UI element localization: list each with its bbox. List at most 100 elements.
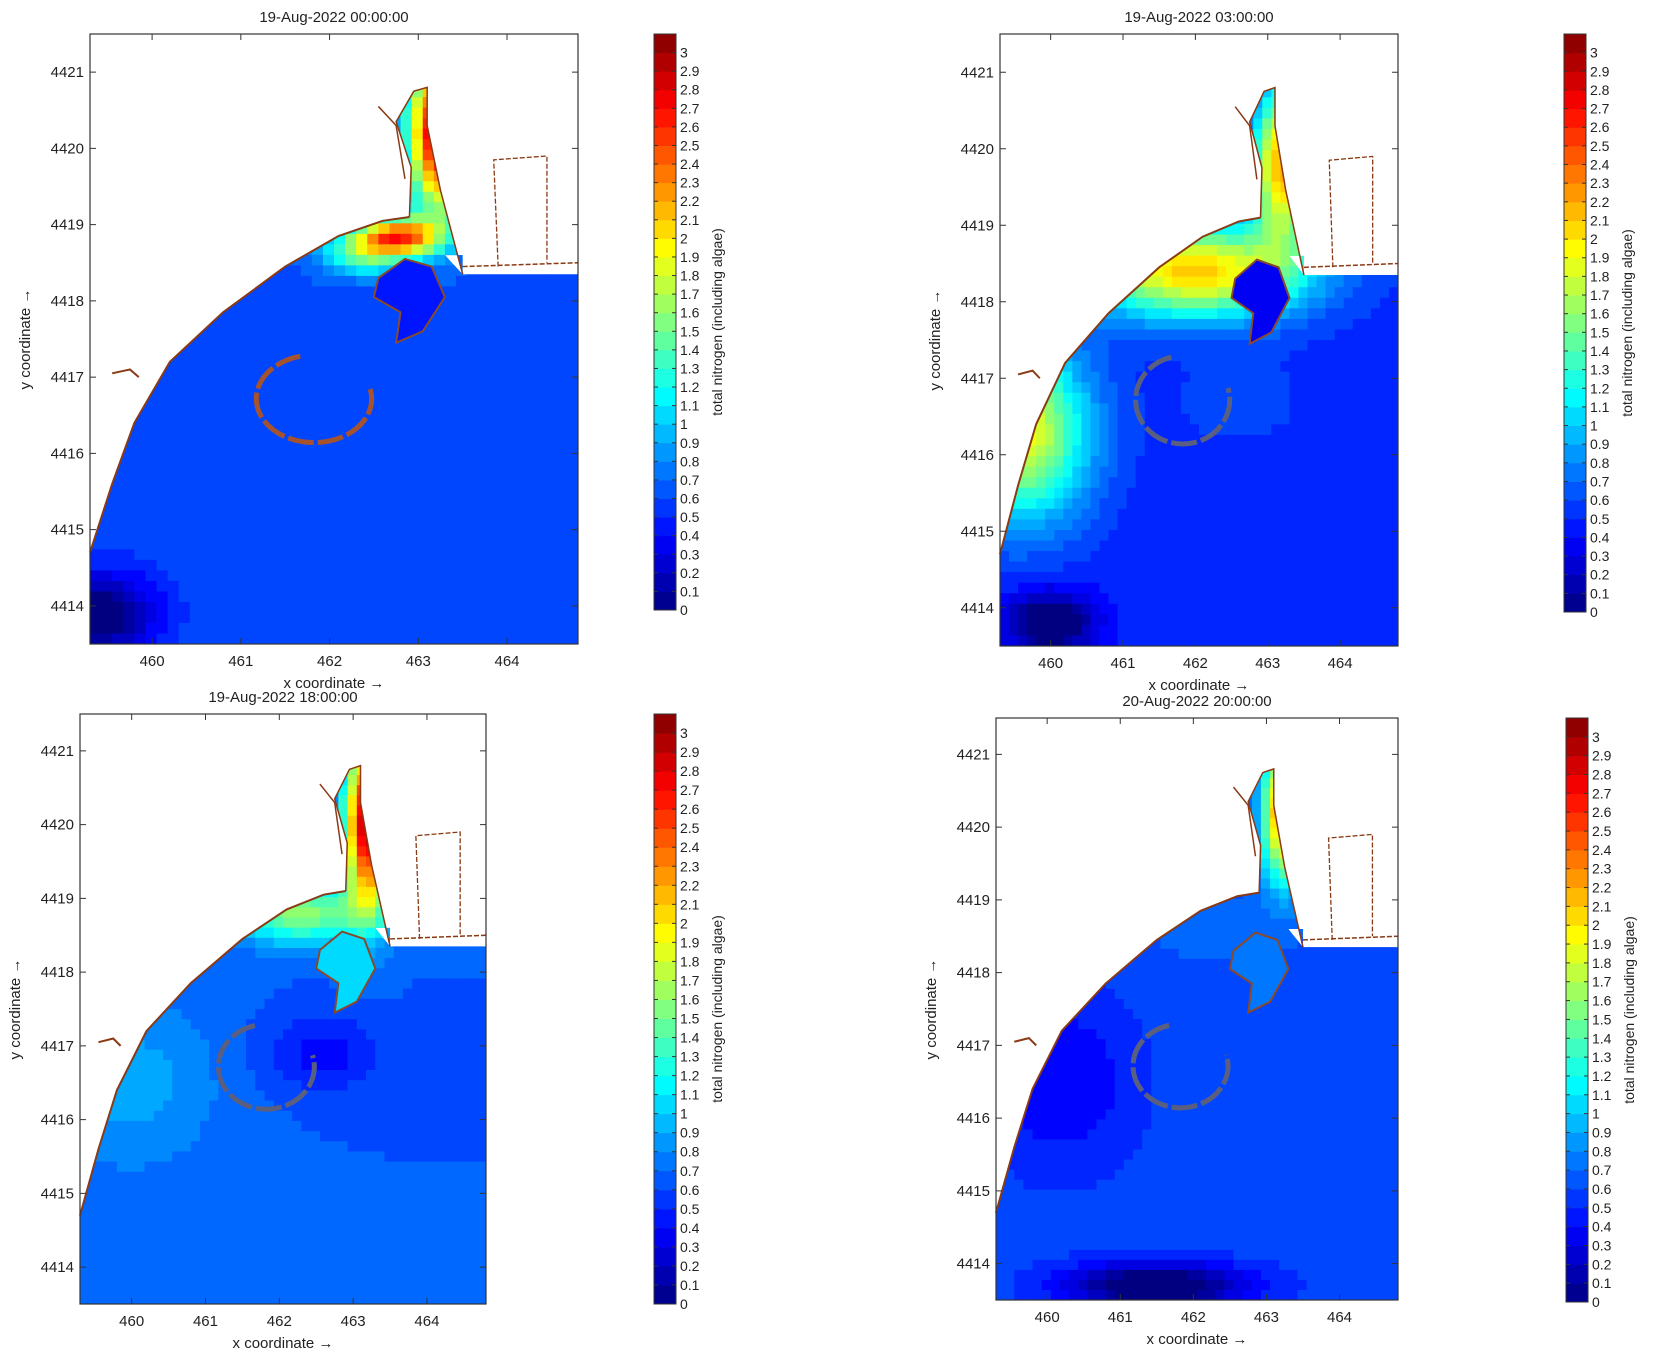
field-cell bbox=[345, 108, 357, 119]
field-cell bbox=[356, 286, 368, 297]
field-cell bbox=[1299, 66, 1309, 77]
field-cell bbox=[1154, 467, 1164, 478]
field-cell bbox=[1109, 424, 1119, 435]
field-cell bbox=[456, 623, 468, 634]
field-cell bbox=[290, 328, 302, 339]
field-cell bbox=[445, 108, 457, 119]
field-cell bbox=[145, 108, 157, 119]
field-cell bbox=[1000, 319, 1010, 330]
field-cell bbox=[1090, 203, 1100, 214]
field-cell bbox=[1072, 45, 1082, 56]
field-cell bbox=[1054, 298, 1064, 309]
field-cell bbox=[445, 181, 457, 192]
field-cell bbox=[179, 497, 191, 508]
field-cell bbox=[290, 213, 302, 224]
field-cell bbox=[1335, 224, 1345, 235]
field-cell bbox=[534, 234, 546, 245]
field-cell bbox=[500, 476, 512, 487]
field-cell bbox=[256, 213, 268, 224]
field-cell bbox=[1154, 308, 1164, 319]
field-cell bbox=[1271, 498, 1281, 509]
field-cell bbox=[312, 129, 324, 140]
colorbar-tick-label: 1.4 bbox=[680, 342, 700, 358]
field-cell bbox=[1163, 583, 1173, 594]
field-cell bbox=[445, 402, 457, 413]
field-cell bbox=[157, 244, 169, 255]
panel-title: 19-Aug-2022 00:00:00 bbox=[259, 9, 408, 26]
field-cell bbox=[1127, 245, 1137, 256]
field-cell bbox=[401, 360, 413, 371]
field-cell bbox=[168, 34, 180, 45]
field-cell bbox=[1317, 76, 1327, 87]
field-cell bbox=[201, 528, 213, 539]
field-cell bbox=[367, 34, 379, 45]
field-cell bbox=[1054, 519, 1064, 530]
field-cell bbox=[1127, 161, 1137, 172]
field-cell bbox=[1181, 414, 1191, 425]
field-cell bbox=[290, 97, 302, 108]
field-cell bbox=[1154, 593, 1164, 604]
field-cell bbox=[378, 234, 390, 245]
field-cell bbox=[1090, 593, 1100, 604]
field-cell bbox=[412, 476, 424, 487]
field-cell bbox=[345, 181, 357, 192]
field-cell bbox=[301, 234, 313, 245]
field-cell bbox=[134, 539, 146, 550]
field-cell bbox=[1027, 456, 1037, 467]
field-cell bbox=[1000, 583, 1010, 594]
field-cell bbox=[1054, 277, 1064, 288]
field-cell bbox=[190, 129, 202, 140]
field-cell bbox=[478, 413, 490, 424]
field-cell bbox=[256, 55, 268, 66]
field-cell bbox=[1000, 161, 1010, 172]
field-cell bbox=[1109, 382, 1119, 393]
field-cell bbox=[489, 234, 501, 245]
field-cell bbox=[1154, 340, 1164, 351]
field-cell bbox=[212, 297, 224, 308]
field-cell bbox=[1000, 76, 1010, 87]
field-cell bbox=[1027, 192, 1037, 203]
field-cell bbox=[1271, 45, 1281, 56]
field-cell bbox=[1262, 351, 1272, 362]
field-cell bbox=[101, 118, 113, 129]
field-cell bbox=[489, 423, 501, 434]
field-cell bbox=[212, 318, 224, 329]
field-cell bbox=[511, 76, 523, 87]
field-cell bbox=[467, 570, 479, 581]
field-cell bbox=[500, 518, 512, 529]
field-cell bbox=[1018, 583, 1028, 594]
field-cell bbox=[456, 581, 468, 592]
field-cell bbox=[1063, 266, 1073, 277]
field-cell bbox=[1100, 203, 1110, 214]
field-cell bbox=[1335, 213, 1345, 224]
field-cell bbox=[1181, 562, 1191, 573]
field-cell bbox=[179, 34, 191, 45]
field-cell bbox=[1262, 488, 1272, 499]
field-cell bbox=[134, 87, 146, 98]
colorbar-band bbox=[654, 71, 676, 90]
field-cell bbox=[1262, 372, 1272, 383]
field-cell bbox=[534, 591, 546, 602]
field-cell bbox=[434, 150, 446, 161]
field-cell bbox=[1235, 34, 1245, 45]
field-cell bbox=[1326, 625, 1336, 636]
field-cell bbox=[1109, 182, 1119, 193]
field-cell bbox=[489, 97, 501, 108]
field-cell bbox=[1000, 562, 1010, 573]
field-cell bbox=[334, 181, 346, 192]
field-cell bbox=[345, 129, 357, 140]
field-cell bbox=[1063, 509, 1073, 520]
field-cell bbox=[256, 339, 268, 350]
field-cell bbox=[1271, 551, 1281, 562]
field-cell bbox=[1344, 171, 1354, 182]
field-cell bbox=[1235, 625, 1245, 636]
field-cell bbox=[234, 392, 246, 403]
field-cell bbox=[1199, 224, 1209, 235]
field-cell bbox=[1226, 108, 1236, 119]
field-cell bbox=[1109, 161, 1119, 172]
field-cell bbox=[312, 202, 324, 213]
field-cell bbox=[1090, 583, 1100, 594]
field-cell bbox=[1317, 308, 1327, 319]
field-cell bbox=[1090, 572, 1100, 583]
field-cell bbox=[1280, 224, 1290, 235]
